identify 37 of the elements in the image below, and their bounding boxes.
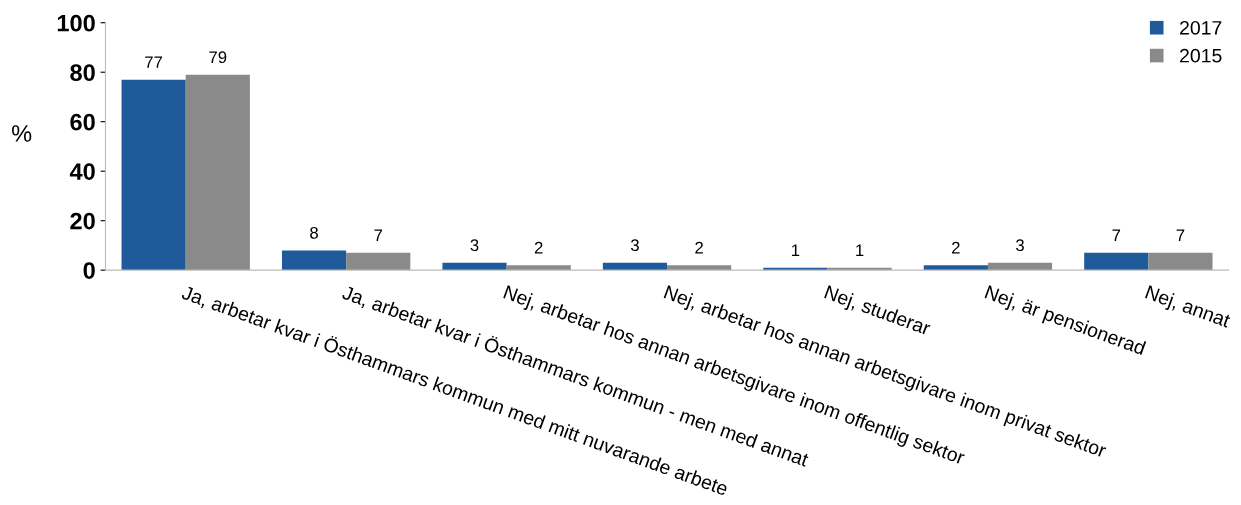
bar (602, 262, 668, 271)
x-tick-label: Nej, annat (1143, 284, 1232, 332)
bar (1084, 252, 1149, 271)
y-tick-label: 60 (70, 113, 95, 131)
bar (346, 252, 411, 271)
bar (667, 265, 732, 271)
legend-label: 2017 (1180, 20, 1222, 35)
bar (121, 79, 186, 271)
data-label: 3 (630, 239, 639, 252)
bar (923, 265, 988, 271)
data-label: 2 (534, 241, 543, 254)
data-label: 2 (952, 241, 960, 254)
bar (281, 250, 347, 271)
bar (1148, 252, 1213, 271)
x-tick-label: Nej, studerar (822, 284, 932, 340)
y-axis-title: % (11, 125, 32, 142)
data-label: 3 (470, 239, 479, 252)
bar (506, 265, 571, 271)
data-label: 2 (695, 241, 703, 254)
bar (442, 262, 507, 271)
data-label: 77 (145, 56, 163, 68)
y-tick-label: 0 (83, 262, 95, 279)
data-label: 1 (792, 244, 800, 256)
data-label: 7 (1176, 229, 1185, 242)
data-label: 79 (209, 51, 227, 64)
legend-label: 2015 (1180, 48, 1222, 63)
data-label: 3 (1016, 239, 1024, 252)
data-label: 1 (856, 244, 864, 256)
data-label: 7 (1112, 229, 1121, 242)
data-label: 7 (374, 229, 383, 242)
bar (185, 74, 250, 271)
data-label: 8 (310, 226, 318, 239)
y-tick-label: 20 (70, 212, 95, 230)
y-tick-label: 80 (70, 64, 95, 81)
y-tick-label: 100 (57, 14, 95, 32)
y-tick-label: 40 (69, 163, 95, 180)
bar (987, 262, 1053, 271)
